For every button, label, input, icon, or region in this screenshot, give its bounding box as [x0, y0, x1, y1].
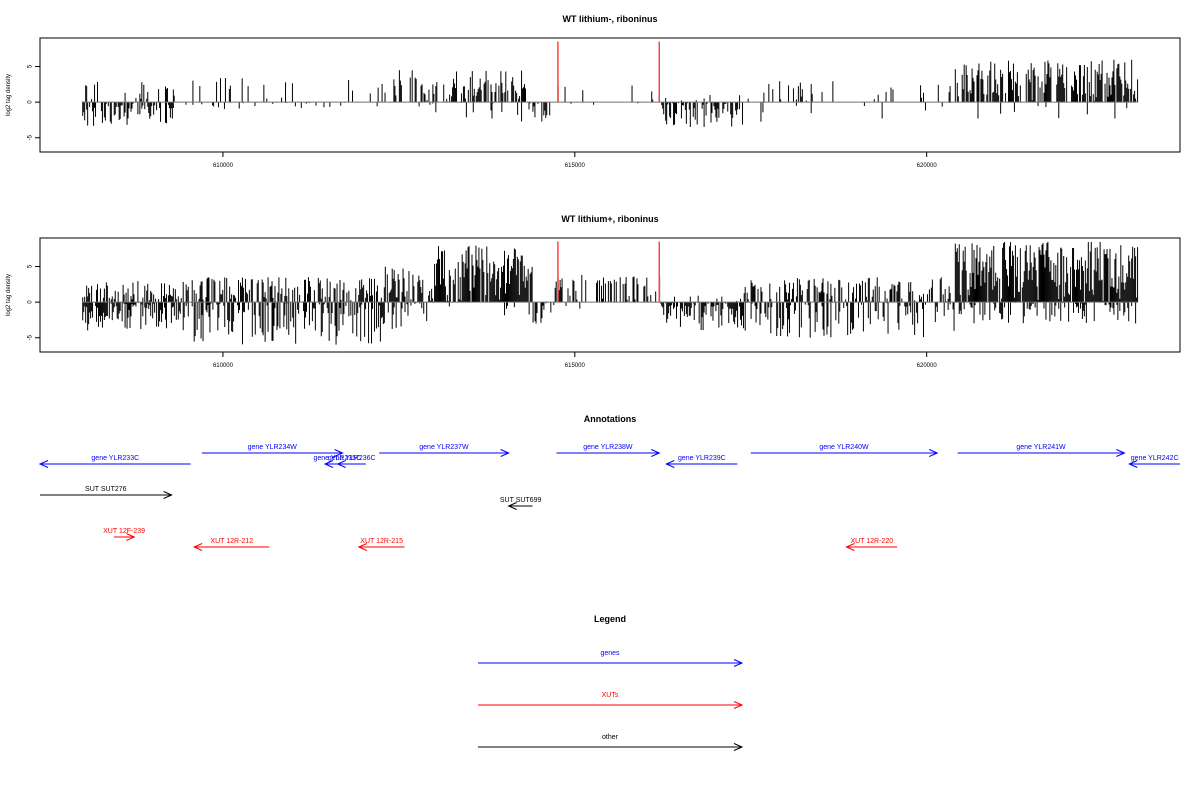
arrow-head [336, 460, 346, 468]
feature-label: XUT 12F-239 [103, 528, 145, 535]
feature-arrow [957, 449, 1126, 457]
data-bars [82, 241, 1139, 345]
plot-frame [39, 37, 1181, 153]
y-tick-label: 5 [28, 64, 34, 68]
y-tick-label: 0 [28, 100, 34, 104]
arrow-head [357, 543, 367, 551]
feature-label: gene YLR237W [419, 444, 469, 451]
legend-panel: Legend genes XUTs other [478, 614, 744, 751]
arrow-head [334, 449, 344, 457]
feature-arrow [845, 543, 898, 551]
arrow-head [733, 743, 744, 751]
feature-label: gene YLR234W [248, 444, 298, 451]
chart-title: WT lithium+, riboninus [561, 214, 658, 224]
y-tick-label: 5 [28, 264, 34, 268]
arrow-head [507, 502, 517, 510]
feature-label: gene YLR235C [313, 455, 361, 462]
arrow-head [192, 543, 203, 551]
feature-label: XUT 12R-212 [210, 538, 253, 545]
arrow-head [929, 449, 939, 457]
feature-label: XUT 12R-215 [360, 538, 403, 545]
x-tick-label: 620000 [917, 363, 938, 369]
feature-label: SUT SUT276 [85, 486, 127, 493]
legend-title: Legend [594, 614, 626, 624]
arrow-head [323, 460, 334, 468]
feature-label: gene YLR236C [328, 455, 376, 462]
feature-label: XUT 12R-220 [850, 538, 893, 545]
feature-label: SUT SUT699 [500, 497, 542, 504]
y-tick-label: -5 [28, 134, 34, 140]
feature-label: gene YLR233C [91, 455, 139, 462]
plot-frame [39, 237, 1181, 353]
legend-label: other [602, 734, 619, 741]
y-tick-label: 0 [28, 300, 34, 304]
arrow-head [845, 543, 855, 551]
arrow-head [665, 460, 675, 468]
feature-arrow [38, 460, 191, 468]
arrow-head [1116, 449, 1126, 457]
feature-arrow [379, 449, 510, 457]
data-bars [82, 59, 1139, 128]
legend-arrow [478, 659, 744, 667]
arrow-head [651, 449, 661, 457]
y-tick-label: -5 [28, 334, 34, 340]
x-tick-label: 615000 [565, 163, 586, 169]
feature-arrow [113, 533, 136, 541]
feature-arrow [40, 491, 173, 499]
feature-arrow [556, 449, 661, 457]
x-tick-label: 610000 [213, 163, 234, 169]
feature-label: gene YLR238W [583, 444, 633, 451]
feature-arrow [357, 543, 405, 551]
arrow-head [733, 701, 744, 709]
feature-arrow [201, 449, 344, 457]
annotations-title: Annotations [584, 414, 637, 424]
arrow-head [733, 659, 744, 667]
feature-arrow [336, 460, 366, 468]
legend-label: XUTs [602, 692, 619, 699]
legend-label: genes [600, 650, 620, 657]
y-axis-label: log2 tag density [6, 74, 12, 116]
legend-arrow [478, 743, 744, 751]
x-tick-label: 615000 [565, 363, 586, 369]
x-tick-label: 610000 [213, 363, 234, 369]
track-panel-lithium-plus: WT lithium+, riboninus log2 tag density 61… [6, 214, 1181, 369]
y-axis-label: log2 tag density [6, 274, 12, 316]
legend-arrow [478, 701, 744, 709]
feature-arrow [665, 460, 738, 468]
feature-arrow [507, 502, 533, 510]
feature-arrow [750, 449, 939, 457]
arrow-head [38, 460, 49, 468]
track-panel-lithium-minus: WT lithium-, riboninus log2 tag density 61… [6, 14, 1181, 169]
feature-arrow [1128, 460, 1180, 468]
x-tick-label: 620000 [917, 163, 938, 169]
annotations-panel: Annotations gene YLR233C gene YLR234W gene … [38, 414, 1180, 551]
feature-label: gene YLR241W [1016, 444, 1066, 451]
chart-title: WT lithium-, riboninus [563, 14, 658, 24]
feature-arrow [192, 543, 270, 551]
feature-label: gene YLR242C [1131, 455, 1179, 462]
arrow-head [500, 449, 510, 457]
arrow-head [163, 491, 173, 499]
arrow-head [1128, 460, 1138, 468]
feature-label: gene YLR240W [819, 444, 869, 451]
arrow-head [126, 533, 136, 541]
feature-label: gene YLR239C [678, 455, 726, 462]
